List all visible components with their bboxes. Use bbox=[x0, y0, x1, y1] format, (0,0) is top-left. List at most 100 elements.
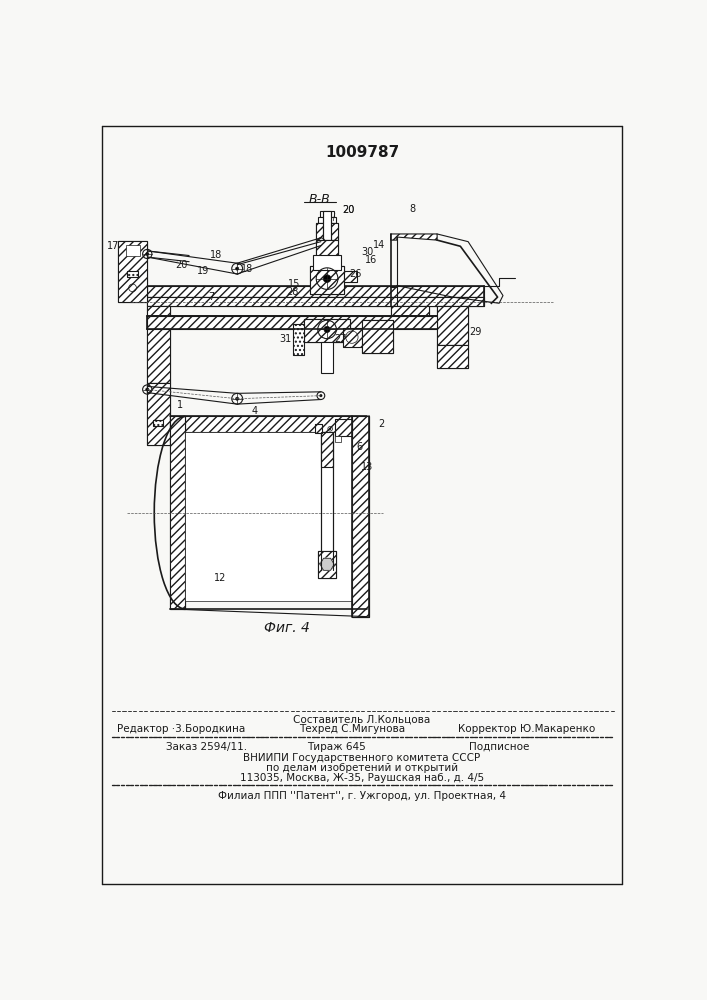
Circle shape bbox=[235, 267, 239, 270]
Text: 17: 17 bbox=[107, 241, 119, 251]
Text: Тираж 645: Тираж 645 bbox=[307, 742, 366, 752]
Bar bbox=[146, 383, 170, 445]
Bar bbox=[321, 432, 333, 570]
Polygon shape bbox=[343, 328, 366, 347]
Polygon shape bbox=[170, 609, 368, 617]
Bar bbox=[317, 551, 337, 578]
Bar bbox=[321, 342, 333, 373]
Polygon shape bbox=[391, 306, 429, 316]
Polygon shape bbox=[362, 320, 393, 353]
Circle shape bbox=[320, 241, 322, 243]
Circle shape bbox=[324, 326, 330, 333]
Bar bbox=[127, 271, 138, 277]
Text: 12: 12 bbox=[214, 573, 226, 583]
Circle shape bbox=[146, 252, 149, 256]
Text: Заказ 2594/11.: Заказ 2594/11. bbox=[166, 742, 247, 752]
Text: 19: 19 bbox=[197, 266, 209, 276]
Bar bbox=[344, 271, 356, 282]
Bar bbox=[437, 345, 468, 368]
Polygon shape bbox=[146, 306, 170, 383]
Bar bbox=[313, 255, 341, 270]
Text: 18: 18 bbox=[210, 250, 223, 260]
Polygon shape bbox=[437, 345, 468, 368]
Text: по делам изобретений и открытий: по делам изобретений и открытий bbox=[266, 763, 458, 773]
Text: 13: 13 bbox=[361, 462, 373, 472]
Polygon shape bbox=[170, 416, 185, 609]
Polygon shape bbox=[146, 286, 484, 297]
Bar bbox=[343, 328, 366, 347]
Bar bbox=[316, 223, 338, 240]
Polygon shape bbox=[437, 306, 468, 345]
Text: 7: 7 bbox=[208, 292, 214, 302]
Bar bbox=[391, 306, 429, 316]
Bar bbox=[146, 297, 484, 306]
Text: 113035, Москва, Ж-35, Раушская наб., д. 4/5: 113035, Москва, Ж-35, Раушская наб., д. … bbox=[240, 773, 484, 783]
Bar bbox=[118, 241, 147, 302]
Text: 1009787: 1009787 bbox=[325, 145, 399, 160]
Text: 30: 30 bbox=[361, 247, 373, 257]
Bar bbox=[293, 324, 304, 355]
Text: 15: 15 bbox=[288, 279, 300, 289]
Text: Корректор Ю.Макаренко: Корректор Ю.Макаренко bbox=[457, 724, 595, 734]
Text: 4: 4 bbox=[252, 406, 258, 416]
Bar bbox=[170, 416, 185, 609]
Text: 20: 20 bbox=[175, 260, 187, 270]
Polygon shape bbox=[317, 551, 337, 578]
Text: Техред С.Мигунова: Техред С.Мигунова bbox=[299, 724, 405, 734]
Bar bbox=[437, 306, 468, 345]
Polygon shape bbox=[127, 271, 138, 277]
Text: Филиал ППП ''Патент'', г. Ужгород, ул. Проектная, 4: Филиал ППП ''Патент'', г. Ужгород, ул. П… bbox=[218, 791, 506, 801]
Bar bbox=[316, 240, 338, 285]
Text: 20: 20 bbox=[341, 205, 354, 215]
Circle shape bbox=[320, 395, 322, 397]
Bar bbox=[362, 320, 393, 353]
Text: Фиг. 4: Фиг. 4 bbox=[264, 621, 310, 635]
Polygon shape bbox=[170, 416, 368, 432]
Circle shape bbox=[235, 397, 239, 400]
Bar bbox=[146, 316, 437, 329]
Bar bbox=[317, 217, 337, 223]
Polygon shape bbox=[146, 383, 170, 445]
Polygon shape bbox=[304, 319, 351, 342]
Bar bbox=[323, 211, 331, 240]
Text: 28: 28 bbox=[286, 287, 298, 297]
Polygon shape bbox=[391, 234, 437, 240]
Polygon shape bbox=[118, 241, 147, 302]
Circle shape bbox=[328, 212, 331, 215]
Text: 31: 31 bbox=[279, 334, 291, 344]
Circle shape bbox=[329, 428, 331, 430]
Text: 14: 14 bbox=[373, 240, 385, 250]
Text: 29: 29 bbox=[469, 327, 482, 337]
Bar bbox=[320, 211, 334, 217]
Bar bbox=[352, 416, 369, 617]
Polygon shape bbox=[352, 416, 369, 617]
Text: Составитель Л.Кольцова: Составитель Л.Кольцова bbox=[293, 714, 431, 724]
Polygon shape bbox=[335, 419, 352, 436]
Bar bbox=[304, 319, 351, 342]
Circle shape bbox=[323, 275, 331, 282]
Circle shape bbox=[146, 388, 149, 391]
Text: 26: 26 bbox=[349, 269, 362, 279]
Bar bbox=[185, 432, 352, 601]
Text: 8: 8 bbox=[409, 204, 416, 214]
Text: Редактор ·3.Бородкина: Редактор ·3.Бородкина bbox=[117, 724, 245, 734]
Text: ВНИИПИ Государственного комитета СССР: ВНИИПИ Государственного комитета СССР bbox=[243, 753, 481, 763]
Bar bbox=[146, 286, 484, 297]
Polygon shape bbox=[344, 271, 356, 282]
Polygon shape bbox=[293, 324, 304, 355]
Polygon shape bbox=[153, 420, 163, 426]
Polygon shape bbox=[316, 223, 338, 240]
Polygon shape bbox=[146, 297, 484, 306]
Bar bbox=[335, 419, 352, 436]
Bar bbox=[310, 266, 344, 294]
Text: 18: 18 bbox=[241, 264, 253, 274]
Text: 1: 1 bbox=[177, 400, 183, 410]
Text: 16: 16 bbox=[365, 255, 378, 265]
Bar bbox=[146, 306, 170, 383]
Text: 20: 20 bbox=[341, 205, 354, 215]
Bar bbox=[335, 436, 341, 442]
Polygon shape bbox=[316, 240, 338, 285]
Bar bbox=[315, 424, 322, 433]
Polygon shape bbox=[321, 432, 333, 466]
Text: Подписное: Подписное bbox=[469, 742, 530, 752]
